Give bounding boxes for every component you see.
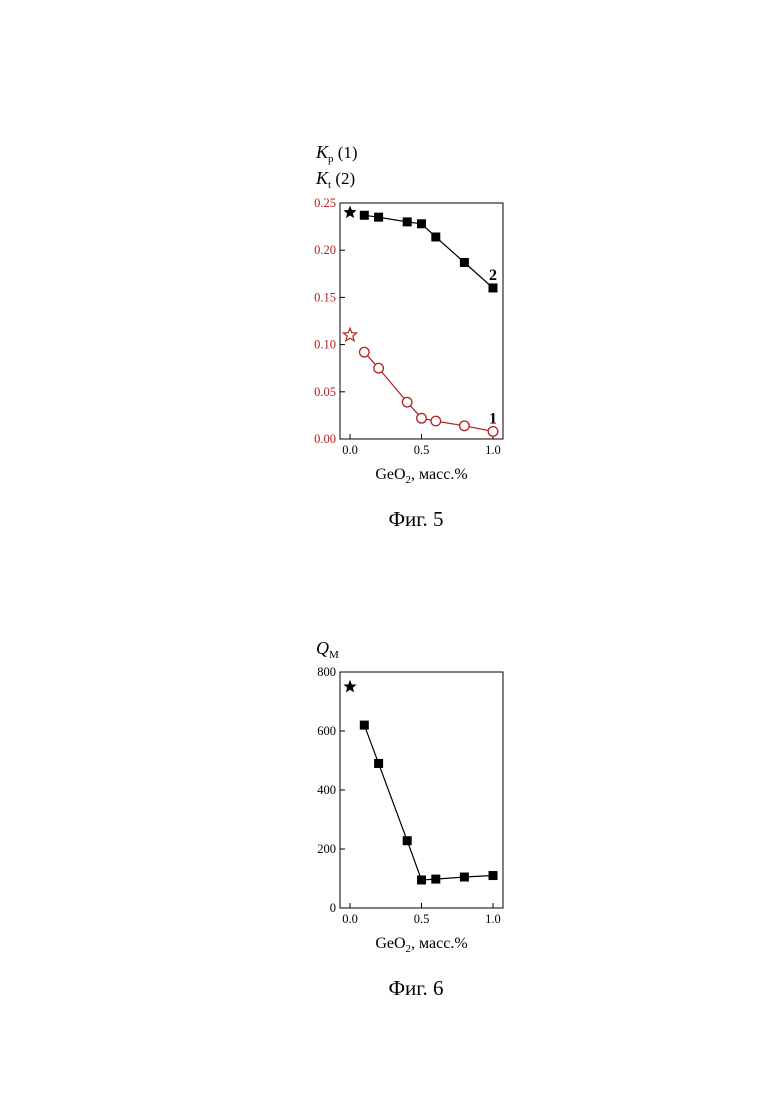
y-axis-label: QM — [316, 638, 339, 661]
series-curve-2: 2 — [343, 205, 497, 292]
data-point-square — [488, 871, 497, 880]
data-point-square — [360, 211, 369, 220]
plot-frame — [340, 203, 503, 439]
series-number-label: 2 — [489, 267, 497, 284]
y-tick-label: 600 — [317, 724, 336, 738]
series-curve — [343, 680, 497, 885]
x-axis-label: GeO2, масс.% — [375, 466, 467, 486]
plot-frame — [340, 672, 503, 908]
x-axis-label: GeO2, масс.% — [375, 935, 467, 955]
data-point-square — [431, 232, 440, 241]
series-line — [364, 215, 493, 288]
series-line — [364, 725, 493, 880]
y-tick-label: 0.20 — [314, 243, 336, 257]
data-point-square — [417, 219, 426, 228]
data-point-circle — [460, 421, 470, 431]
data-point-square — [374, 213, 383, 222]
chart-fig5: 0.00 0.05 0.10 0.15 0.20 0.25 0.0 0.5 1.0 GeO2, м… — [314, 142, 503, 486]
y-tick-label: 800 — [317, 665, 336, 679]
y-tick-label: 200 — [317, 842, 336, 856]
figure-5-caption: Фиг. 5 — [316, 507, 516, 532]
reference-point-star — [343, 680, 356, 693]
x-tick-label: 0.5 — [414, 912, 430, 926]
data-point-square — [460, 873, 469, 882]
y-axis-label: Kt (2) — [315, 168, 355, 191]
y-tick-label: 0.05 — [314, 385, 336, 399]
y-axis-label: Kp (1) — [315, 142, 358, 165]
y-tick-label: 0 — [330, 901, 336, 915]
x-tick-label: 0.0 — [342, 443, 358, 457]
y-tick-label: 0.15 — [314, 290, 336, 304]
data-point-square — [403, 836, 412, 845]
reference-point-star — [343, 205, 356, 218]
series-line — [364, 352, 493, 431]
chart-fig6: 0 200 400 600 800 0.0 0.5 1.0 GeO2, масс.% QM — [316, 638, 503, 955]
data-point-square — [403, 217, 412, 226]
data-point-square — [374, 759, 383, 768]
data-point-square — [488, 283, 497, 292]
data-point-square — [460, 258, 469, 267]
x-tick-label: 1.0 — [485, 443, 501, 457]
data-point-circle — [417, 413, 427, 423]
patent-figure-page: 0.000.050.100.150.200.250.00.51.0GeO2, м… — [0, 0, 780, 1103]
x-tick-label: 0.0 — [342, 912, 358, 926]
series-number-label: 1 — [489, 410, 497, 427]
data-point-circle — [374, 363, 384, 373]
data-point-square — [360, 721, 369, 730]
x-tick-label: 1.0 — [485, 912, 501, 926]
data-point-circle — [488, 427, 498, 437]
data-point-circle — [360, 347, 370, 357]
y-tick-label: 0.10 — [314, 338, 336, 352]
x-tick-label: 0.5 — [414, 443, 430, 457]
reference-point-star — [343, 328, 356, 341]
data-point-circle — [402, 397, 412, 407]
data-point-square — [431, 875, 440, 884]
series-curve-1: 1 — [343, 328, 497, 436]
data-point-square — [417, 875, 426, 884]
figure-6-caption: Фиг. 6 — [316, 976, 516, 1001]
figures-canvas: 0.000.050.100.150.200.250.00.51.0GeO2, м… — [0, 0, 780, 1103]
data-point-circle — [431, 416, 441, 426]
y-tick-label: 0.25 — [314, 196, 336, 210]
y-tick-label: 0.00 — [314, 432, 336, 446]
y-tick-label: 400 — [317, 783, 336, 797]
